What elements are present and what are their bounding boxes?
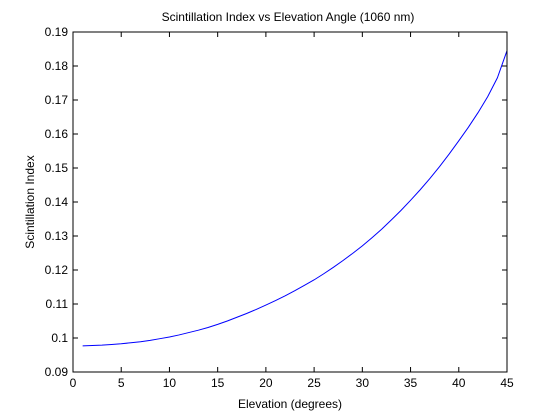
y-tick-label: 0.1 — [51, 331, 68, 345]
x-axis-title: Elevation (degrees) — [238, 397, 342, 411]
y-tick-label: 0.14 — [45, 195, 69, 209]
y-tick-label: 0.09 — [45, 365, 69, 379]
x-tick-label: 40 — [452, 376, 466, 390]
y-tick-label: 0.16 — [45, 127, 69, 141]
x-tick-label: 35 — [404, 376, 418, 390]
x-tick-label: 25 — [307, 376, 321, 390]
x-tick-label: 5 — [118, 376, 125, 390]
y-tick-label: 0.13 — [45, 229, 69, 243]
x-tick-label: 15 — [211, 376, 225, 390]
x-tick-label: 10 — [163, 376, 177, 390]
y-tick-label: 0.11 — [46, 297, 69, 311]
x-tick-label: 30 — [356, 376, 370, 390]
ticks-layer: 0 5 10 15 20 25 30 35 40 45 0.09 0.1 0.11 0.12 0.13 0.1… — [45, 25, 514, 390]
y-tick-label: 0.15 — [45, 161, 69, 175]
y-tick-label: 0.19 — [45, 25, 69, 39]
series-layer — [82, 50, 508, 347]
chart-title: Scintillation Index vs Elevation Angle (… — [162, 10, 415, 24]
y-axis-title: Scintillation Index — [23, 155, 37, 248]
x-tick-label: 20 — [259, 376, 273, 390]
y-tick-label: 0.12 — [45, 263, 69, 277]
plot-area — [73, 32, 507, 372]
y-tick-label: 0.18 — [45, 59, 69, 73]
x-tick-label: 0 — [70, 376, 77, 390]
x-tick-label: 45 — [500, 376, 514, 390]
series-line — [82, 50, 508, 347]
y-tick-label: 0.17 — [45, 93, 69, 107]
